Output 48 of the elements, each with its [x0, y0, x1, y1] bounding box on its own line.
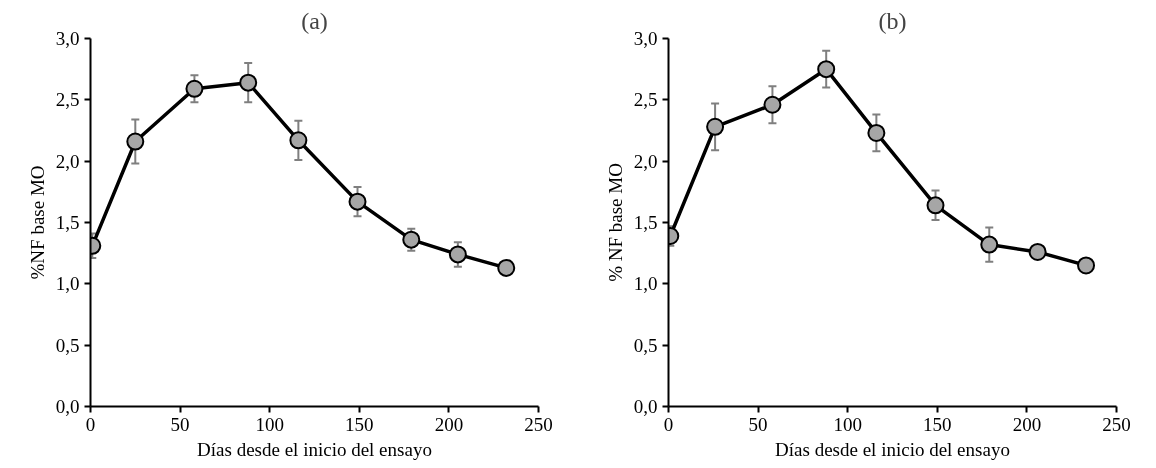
y-axis-title: % NF base MO [604, 163, 626, 282]
y-tick-label: 2,5 [55, 89, 80, 111]
point [926, 196, 945, 215]
x-tick-label: 150 [345, 413, 374, 435]
chart-title: (a) [301, 7, 328, 34]
point [126, 132, 145, 151]
point [1077, 256, 1096, 275]
x-tick-label: 250 [524, 413, 553, 435]
point [706, 117, 725, 136]
x-tick-label: 150 [923, 413, 952, 435]
x-tick-label: 0 [85, 413, 96, 435]
point [448, 245, 467, 264]
point [1028, 242, 1047, 261]
point [980, 235, 999, 254]
y-tick-label: 0,0 [55, 396, 80, 417]
x-tick-label: 200 [434, 413, 464, 435]
point [239, 73, 258, 92]
y-tick-label: 3,0 [633, 28, 658, 49]
y-tick-label: 3,0 [55, 28, 80, 49]
y-axis-title: %NF base MO [26, 165, 48, 280]
x-tick-label: 100 [255, 413, 284, 435]
y-tick-label: 1,5 [633, 212, 658, 233]
x-axis-title: Días desde el inicio del ensayo [775, 438, 1010, 460]
x-tick-label: 200 [1012, 413, 1042, 435]
point [348, 192, 367, 211]
x-tick-label: 50 [748, 413, 768, 435]
x-tick-label: 250 [1102, 413, 1131, 435]
y-tick-label: 2,0 [55, 150, 80, 172]
point [817, 60, 836, 79]
point [867, 123, 886, 142]
y-tick-label: 0,5 [55, 334, 80, 356]
y-tick-label: 1,5 [55, 212, 80, 233]
point [289, 131, 308, 150]
point [402, 230, 421, 249]
y-tick-label: 2,5 [633, 89, 658, 111]
y-tick-label: 0,5 [633, 334, 658, 356]
y-tick-label: 0,0 [633, 396, 658, 417]
point [497, 258, 516, 277]
chart-title: (b) [878, 7, 907, 34]
x-axis-title: Días desde el inicio del ensayo [197, 438, 432, 460]
x-tick-label: 50 [170, 413, 190, 435]
x-tick-label: 100 [833, 413, 862, 435]
y-tick-label: 1,0 [633, 273, 658, 295]
point [763, 95, 782, 114]
x-tick-label: 0 [663, 413, 674, 435]
y-tick-label: 1,0 [55, 273, 80, 295]
point [185, 79, 204, 98]
y-tick-label: 2,0 [633, 150, 658, 172]
